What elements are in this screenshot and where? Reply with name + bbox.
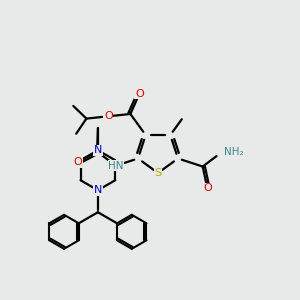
Text: N: N	[94, 185, 102, 195]
Text: O: O	[135, 89, 144, 99]
Text: O: O	[203, 183, 212, 193]
Text: S: S	[154, 168, 162, 178]
Text: HN: HN	[108, 161, 124, 171]
Text: O: O	[73, 157, 82, 167]
Text: O: O	[104, 111, 113, 121]
Text: NH₂: NH₂	[224, 147, 244, 158]
Text: N: N	[94, 145, 102, 155]
